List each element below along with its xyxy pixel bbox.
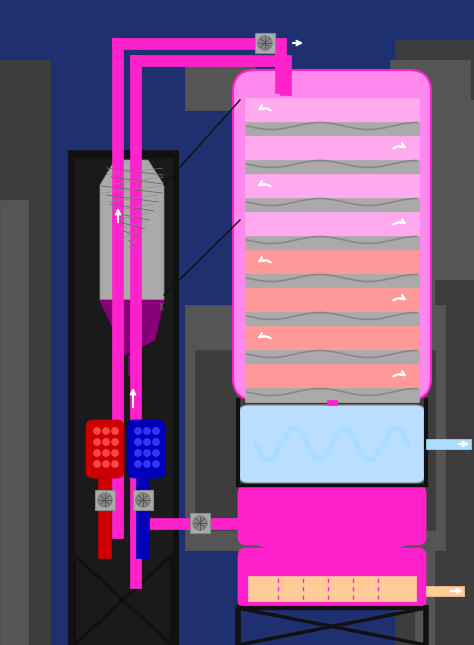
Circle shape [135, 439, 142, 446]
Bar [245, 174, 419, 198]
FancyBboxPatch shape [86, 420, 124, 478]
Polygon shape [258, 545, 406, 570]
FancyBboxPatch shape [238, 485, 426, 545]
Circle shape [98, 493, 112, 507]
Bar [245, 236, 419, 250]
Bar [112, 38, 275, 49]
Circle shape [93, 461, 100, 468]
Bar [133, 490, 153, 510]
Circle shape [193, 516, 207, 530]
FancyBboxPatch shape [127, 420, 165, 478]
Circle shape [144, 439, 151, 446]
Bar [0, 200, 28, 645]
Polygon shape [100, 160, 164, 330]
Bar [74, 158, 172, 645]
Circle shape [93, 450, 100, 457]
Bar [130, 518, 141, 588]
Bar [245, 160, 419, 174]
Bar [185, 305, 445, 550]
Bar [245, 198, 419, 212]
FancyBboxPatch shape [233, 70, 431, 400]
Polygon shape [100, 300, 164, 355]
Circle shape [111, 461, 118, 468]
Bar [130, 55, 141, 535]
Bar [245, 326, 419, 350]
Bar [190, 513, 210, 533]
Bar [68, 150, 178, 645]
Circle shape [136, 493, 150, 507]
Circle shape [93, 439, 100, 446]
Circle shape [144, 461, 151, 468]
Circle shape [135, 450, 142, 457]
Bar [195, 350, 435, 530]
Bar [95, 490, 115, 510]
Bar [245, 388, 419, 402]
Bar [0, 60, 50, 645]
Circle shape [111, 439, 118, 446]
Bar [248, 576, 416, 601]
Bar [245, 122, 419, 136]
Bar [245, 250, 419, 274]
Circle shape [153, 461, 159, 468]
Bar [112, 38, 123, 538]
Bar [255, 33, 275, 53]
Bar [245, 212, 419, 236]
Bar [245, 274, 419, 288]
Circle shape [102, 428, 109, 435]
Bar [275, 38, 286, 93]
Bar [245, 364, 419, 388]
Circle shape [102, 450, 109, 457]
Circle shape [102, 461, 109, 468]
Bar [98, 478, 111, 558]
Bar [245, 288, 419, 312]
Bar [136, 478, 149, 558]
Circle shape [135, 428, 142, 435]
Bar [435, 280, 474, 645]
Bar [128, 355, 138, 375]
Bar [130, 518, 240, 529]
Circle shape [153, 450, 159, 457]
Bar [245, 312, 419, 326]
Bar [390, 60, 470, 115]
Bar [415, 100, 474, 645]
Circle shape [144, 450, 151, 457]
Bar [130, 55, 280, 66]
FancyBboxPatch shape [238, 548, 426, 608]
Bar [327, 400, 337, 405]
Circle shape [153, 439, 159, 446]
Bar [426, 586, 464, 596]
Bar [245, 350, 419, 364]
Circle shape [93, 428, 100, 435]
Circle shape [258, 36, 272, 50]
Circle shape [111, 450, 118, 457]
Bar [280, 55, 291, 95]
Circle shape [144, 428, 151, 435]
Bar [395, 40, 474, 645]
Circle shape [111, 428, 118, 435]
Circle shape [153, 428, 159, 435]
Bar [426, 439, 471, 449]
Bar [245, 136, 419, 160]
Circle shape [135, 461, 142, 468]
FancyBboxPatch shape [238, 405, 426, 483]
Circle shape [102, 439, 109, 446]
Bar [185, 60, 255, 110]
Bar [245, 98, 419, 122]
